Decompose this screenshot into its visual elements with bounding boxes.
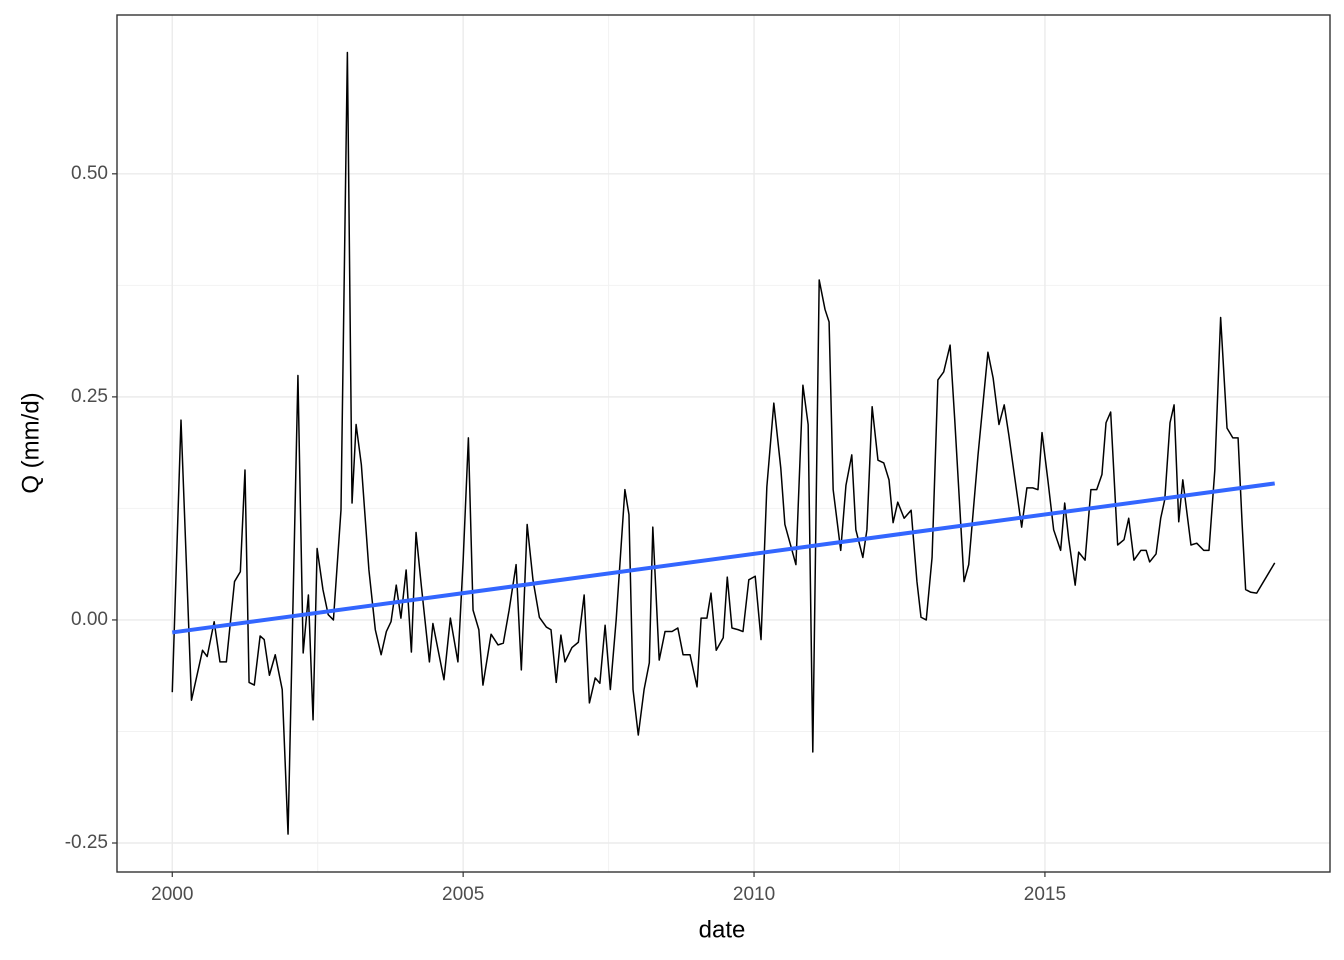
y-axis-title: Q (mm/d) (17, 392, 44, 493)
panel-border (116, 14, 1331, 873)
y-tick-label: 0.25 (71, 386, 108, 407)
panel (117, 15, 1330, 872)
x-axis-title: date (699, 916, 746, 943)
x-tick-label: 2000 (151, 884, 193, 905)
x-tick-label: 2010 (733, 884, 775, 905)
y-tick-label: 0.50 (71, 163, 108, 184)
data-line (171, 51, 1276, 835)
y-tick-label: 0.00 (71, 609, 108, 630)
x-tick-label: 2005 (442, 884, 484, 905)
trend-line (172, 481, 1275, 635)
y-tick-label: -0.25 (65, 832, 108, 853)
x-tick-label: 2015 (1024, 884, 1066, 905)
